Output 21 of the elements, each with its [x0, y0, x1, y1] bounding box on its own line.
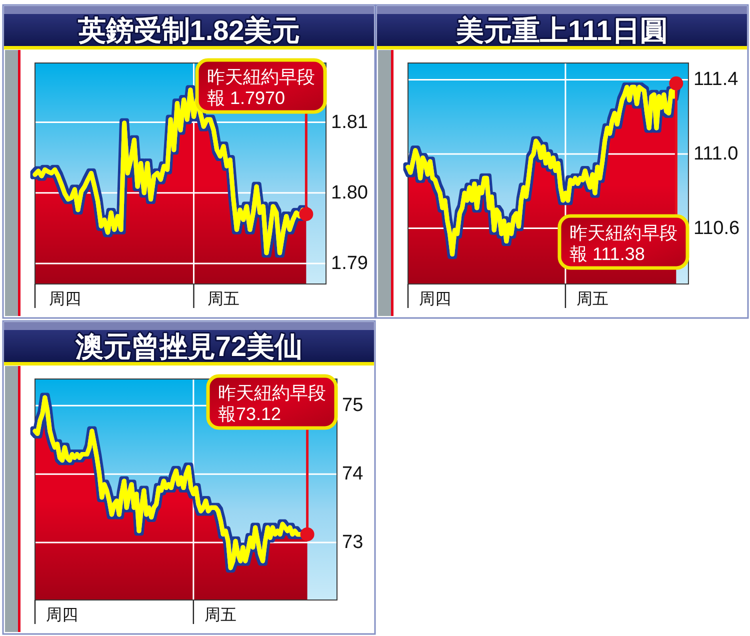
- y-tick-label: 110.6: [693, 218, 740, 239]
- y-tick-label: 74: [342, 464, 364, 485]
- x-tick-label: 周五: [208, 291, 240, 308]
- y-tick-label: 75: [342, 395, 364, 416]
- chart-title: 英鎊受制1.82美元: [76, 15, 300, 46]
- annotation: 昨天紐約早段報 111.38: [569, 223, 678, 264]
- x-tick-label: 周五: [204, 607, 237, 624]
- y-tick-label: 111.0: [693, 144, 738, 164]
- x-tick-label: 周四: [419, 291, 452, 308]
- x-tick-label: 周四: [46, 607, 78, 624]
- chart-title: 美元重上111日圓: [455, 15, 668, 46]
- y-tick-label: 1.80: [331, 182, 368, 204]
- chart-title: 澳元曾挫見72美仙: [74, 331, 303, 362]
- x-tick-label: 周五: [576, 291, 609, 308]
- annotation: 昨天紐約早段報 1.7970: [207, 67, 316, 108]
- y-tick-label: 73: [342, 532, 364, 554]
- y-tick-label: 111.4: [693, 69, 739, 90]
- x-tick-label: 周四: [48, 291, 81, 308]
- y-tick-label: 1.81: [331, 112, 368, 133]
- y-tick-label: 1.79: [331, 253, 368, 274]
- annotation: 昨天紐約早段報73.12: [218, 383, 326, 424]
